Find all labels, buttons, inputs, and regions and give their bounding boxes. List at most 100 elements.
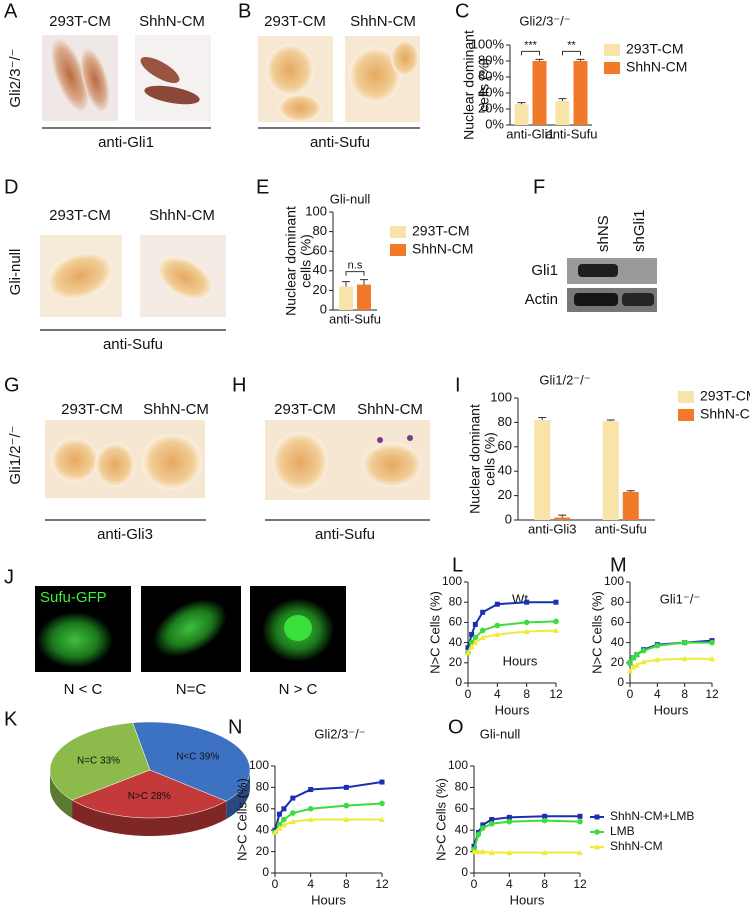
panel-j: Sufu-GFP N < C N=C N > C [35, 586, 346, 698]
x-axis-label: Hours [495, 702, 530, 717]
y-tick-label: 80 [256, 780, 270, 794]
x-tick-label: anti-Gli3 [528, 521, 576, 536]
marker [343, 784, 349, 790]
antibody-label: anti-Gli1 [98, 134, 154, 151]
bar [573, 61, 588, 125]
cell [95, 443, 135, 487]
antibody-label: anti-Gli3 [97, 526, 153, 543]
error-bar [626, 490, 635, 492]
panel-letter: G [4, 374, 20, 396]
marker [627, 660, 633, 666]
panel-letter: H [232, 374, 246, 396]
chart-title: Gli1/2⁻/⁻ [539, 372, 590, 387]
value-label: N>C 28% [128, 791, 171, 802]
bar [602, 421, 619, 520]
legend-swatch [390, 226, 406, 238]
column-label: ShhN-CM [143, 401, 209, 418]
y-axis-label: N>C Cells (%) [589, 591, 604, 674]
antibody-label: anti-Sufu [315, 526, 375, 543]
x-tick-label: 8 [523, 687, 530, 701]
chart-title: Gli1⁻/⁻ [660, 591, 700, 606]
cell [278, 94, 322, 122]
y-tick-label: 100 [604, 574, 624, 588]
x-tick-label: 12 [573, 877, 587, 891]
x-tick-label: 0 [272, 877, 279, 891]
y-axis-label: Nuclear dominant [461, 30, 477, 140]
marker [488, 849, 495, 856]
marker [276, 825, 283, 831]
bracket [521, 50, 540, 56]
marker [290, 795, 296, 801]
cell [153, 599, 227, 657]
band-label: Actin [525, 291, 558, 308]
marker [307, 806, 314, 812]
antibody-label: anti-Sufu [310, 134, 370, 151]
marker [630, 663, 637, 670]
bar [514, 104, 529, 125]
marker [479, 848, 486, 855]
panel-letter: C [455, 0, 469, 22]
error-bar [538, 417, 547, 420]
panel-letter: K [4, 708, 18, 730]
series-line [467, 601, 556, 648]
bar [555, 101, 570, 125]
marker [541, 817, 548, 824]
marker [541, 849, 548, 856]
x-tick-label: 4 [506, 877, 513, 891]
cell [266, 44, 314, 96]
bar [357, 284, 371, 310]
y-tick-label: 80 [498, 414, 512, 429]
marker [472, 621, 478, 627]
marker [471, 848, 477, 855]
y-axis-label: N>C Cells (%) [427, 591, 442, 674]
legend-label: ShhN-CM [626, 59, 687, 75]
legend-label: 293T-CM [626, 41, 684, 57]
x-tick-label: 4 [654, 687, 661, 701]
marker [308, 787, 314, 793]
marker [379, 816, 385, 822]
y-tick-label: 80% [478, 52, 504, 67]
y-tick-label: 0 [461, 865, 468, 879]
y-tick-label: 60 [455, 801, 469, 815]
chart-title: Gli-null [480, 726, 521, 741]
marker [506, 814, 512, 820]
marker [280, 821, 287, 828]
speck [407, 435, 413, 441]
marker [506, 849, 513, 856]
cell [140, 57, 180, 83]
marker [272, 829, 278, 835]
y-tick-label: 40 [611, 635, 625, 649]
y-axis-label: N>C Cells (%) [433, 778, 448, 861]
y-tick-label: 20 [455, 844, 469, 858]
marker [379, 800, 385, 807]
x-tick-label: 8 [541, 877, 548, 891]
legend-label: ShhN-CM+LMB [610, 809, 694, 823]
y-tick-label: 40% [478, 84, 504, 99]
error-bar [606, 419, 615, 422]
bar [554, 517, 571, 520]
error-bar [517, 102, 526, 105]
y-tick-label: 60 [313, 243, 327, 258]
panel-h: 293T-CM ShhN-CM anti-Sufu [265, 401, 430, 543]
pie-slice [132, 721, 251, 802]
cell [362, 443, 422, 487]
x-tick-label: 12 [705, 687, 719, 701]
bar [622, 491, 639, 520]
column-label: 293T-CM [49, 13, 111, 30]
y-tick-label: 0% [485, 116, 504, 131]
y-tick-label: 0 [505, 511, 512, 526]
series-line [629, 657, 712, 672]
marker [465, 645, 471, 651]
cell [80, 48, 110, 112]
y-tick-label: 100 [490, 389, 512, 404]
column-label: 293T-CM [274, 401, 336, 418]
panel-letter: A [4, 0, 18, 22]
column-label: 293T-CM [49, 207, 111, 224]
cell [349, 47, 401, 103]
legend-label: LMB [610, 824, 635, 838]
cell [142, 434, 202, 490]
marker [523, 619, 530, 626]
legend-swatch [604, 62, 620, 74]
annotation: Hours [503, 653, 538, 668]
column-label: ShhN-CM [357, 401, 423, 418]
